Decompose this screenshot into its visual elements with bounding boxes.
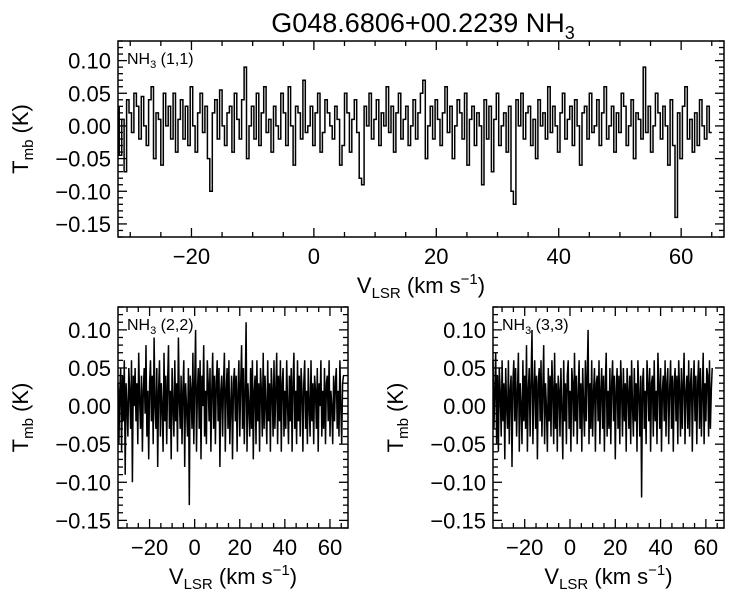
y-axis-title-unit: (K): [383, 383, 408, 418]
x-tick-label-bottom-left: 20: [228, 535, 252, 560]
y-tick-label-top: 0.10: [68, 49, 111, 74]
x-tick-label-bottom-right: 40: [648, 535, 672, 560]
transition-label-rest: (1,1): [156, 51, 193, 68]
x-tick-label-bottom-left: −20: [131, 535, 168, 560]
panel-top: −20 0 20 40 60 −0.15 −0.10 −0.05 0.00 0.05 0.10 VLS…: [8, 40, 725, 302]
transition-label-main: NH: [502, 317, 525, 334]
x-tick-label-bottom-right: 20: [603, 535, 627, 560]
x-tick-label-top: −20: [173, 244, 210, 269]
x-axis-title-unit: (km s: [213, 564, 273, 589]
spectrum-line-bottom-left: [117, 322, 345, 506]
x-axis-title-top: VLSR (km s−1): [357, 271, 485, 302]
y-tick-label-bottom-left: 0.10: [68, 318, 111, 343]
x-tick-label-top: 60: [669, 244, 693, 269]
x-axis-title-close: ): [478, 273, 485, 298]
transition-label-main: NH: [127, 51, 150, 68]
figure-title: G048.6806+00.2239 NH3: [271, 8, 575, 43]
figure-title-subscript: 3: [565, 23, 575, 43]
x-axis-title-superscript: −1: [461, 271, 478, 288]
transition-label-top: NH3 (1,1): [127, 51, 194, 71]
figure-title-main: G048.6806+00.2239 NH: [271, 8, 564, 38]
x-axis-title-unit: (km s: [401, 273, 461, 298]
x-tick-label-bottom-right: −20: [506, 535, 543, 560]
x-tick-label-top: 40: [546, 244, 570, 269]
y-tick-label-top: 0.00: [68, 114, 111, 139]
y-tick-label-bottom-left: −0.10: [55, 470, 111, 495]
y-axis-title-unit: (K): [8, 104, 33, 139]
spectrum-line-top: [118, 66, 712, 219]
y-axis-title-top: Tmb (K): [8, 104, 37, 174]
y-axis-title-bottom-left: Tmb (K): [8, 383, 37, 453]
x-axis-title-superscript: −1: [273, 562, 290, 579]
x-axis-title-unit: (km s: [588, 564, 648, 589]
y-axis-title-main: T: [383, 439, 408, 452]
x-tick-label-bottom-right: 0: [564, 535, 576, 560]
x-tick-label-bottom-left: 40: [273, 535, 297, 560]
y-tick-label-top: 0.05: [68, 81, 111, 106]
y-tick-label-top: −0.05: [55, 147, 111, 172]
transition-label-subscript: 3: [150, 59, 156, 71]
panel-bottom-left: −20 0 20 40 60 −0.15 −0.10 −0.05 0.00 0.05 0.10 VLS…: [8, 306, 349, 593]
plot-frame-bottom-left: [117, 306, 349, 529]
x-axis-title-main: V: [169, 564, 184, 589]
x-tick-label-top: 0: [308, 244, 320, 269]
x-tick-label-bottom-left: 60: [318, 535, 342, 560]
y-tick-label-bottom-right: −0.05: [430, 432, 486, 457]
transition-label-rest: (3,3): [531, 317, 568, 334]
y-axis-title-subscript: mb: [20, 140, 37, 161]
y-tick-label-bottom-left: 0.00: [68, 394, 111, 419]
y-axis-title-unit: (K): [8, 383, 33, 418]
x-tick-label-bottom-left: 0: [189, 535, 201, 560]
y-tick-label-bottom-right: 0.10: [443, 318, 486, 343]
y-tick-label-bottom-left: 0.05: [68, 356, 111, 381]
transition-label-bottom-left: NH3 (2,2): [127, 317, 194, 337]
x-axis-title-subscript: LSR: [559, 576, 588, 593]
y-tick-label-bottom-left: −0.05: [55, 432, 111, 457]
transition-label-main: NH: [127, 317, 150, 334]
plot-frame-bottom-right: [492, 306, 725, 529]
x-axis-title-subscript: LSR: [372, 285, 401, 302]
transition-label-rest: (2,2): [156, 317, 193, 334]
x-axis-title-bottom-right: VLSR (km s−1): [544, 562, 672, 593]
x-axis-title-bottom-left: VLSR (km s−1): [169, 562, 297, 593]
x-axis-title-close: ): [290, 564, 297, 589]
y-tick-label-top: −0.10: [55, 179, 111, 204]
x-axis-title-main: V: [357, 273, 372, 298]
transition-label-bottom-right: NH3 (3,3): [502, 317, 569, 337]
x-axis-title-subscript: LSR: [184, 576, 213, 593]
x-tick-label-top: 20: [424, 244, 448, 269]
y-axis-title-subscript: mb: [20, 418, 37, 439]
y-tick-label-bottom-right: −0.10: [430, 470, 486, 495]
y-tick-label-bottom-right: −0.15: [430, 508, 486, 533]
transition-label-subscript: 3: [150, 325, 156, 337]
y-axis-title-bottom-right: Tmb (K): [383, 383, 412, 453]
transition-label-subscript: 3: [525, 325, 531, 337]
panel-bottom-right: −20 0 20 40 60 −0.15 −0.10 −0.05 0.00 0.05 0.10 VLS…: [383, 306, 725, 593]
y-tick-label-bottom-right: 0.00: [443, 394, 486, 419]
y-tick-label-top: −0.15: [55, 212, 111, 237]
x-axis-title-superscript: −1: [648, 562, 665, 579]
x-axis-title-main: V: [544, 564, 559, 589]
spectrum-line-bottom-right: [492, 329, 713, 498]
y-axis-title-main: T: [8, 160, 33, 173]
x-tick-label-bottom-right: 60: [694, 535, 718, 560]
y-tick-label-bottom-left: −0.15: [55, 508, 111, 533]
y-axis-title-subscript: mb: [395, 418, 412, 439]
y-tick-label-bottom-right: 0.05: [443, 356, 486, 381]
x-axis-title-close: ): [665, 564, 672, 589]
y-axis-title-main: T: [8, 439, 33, 452]
